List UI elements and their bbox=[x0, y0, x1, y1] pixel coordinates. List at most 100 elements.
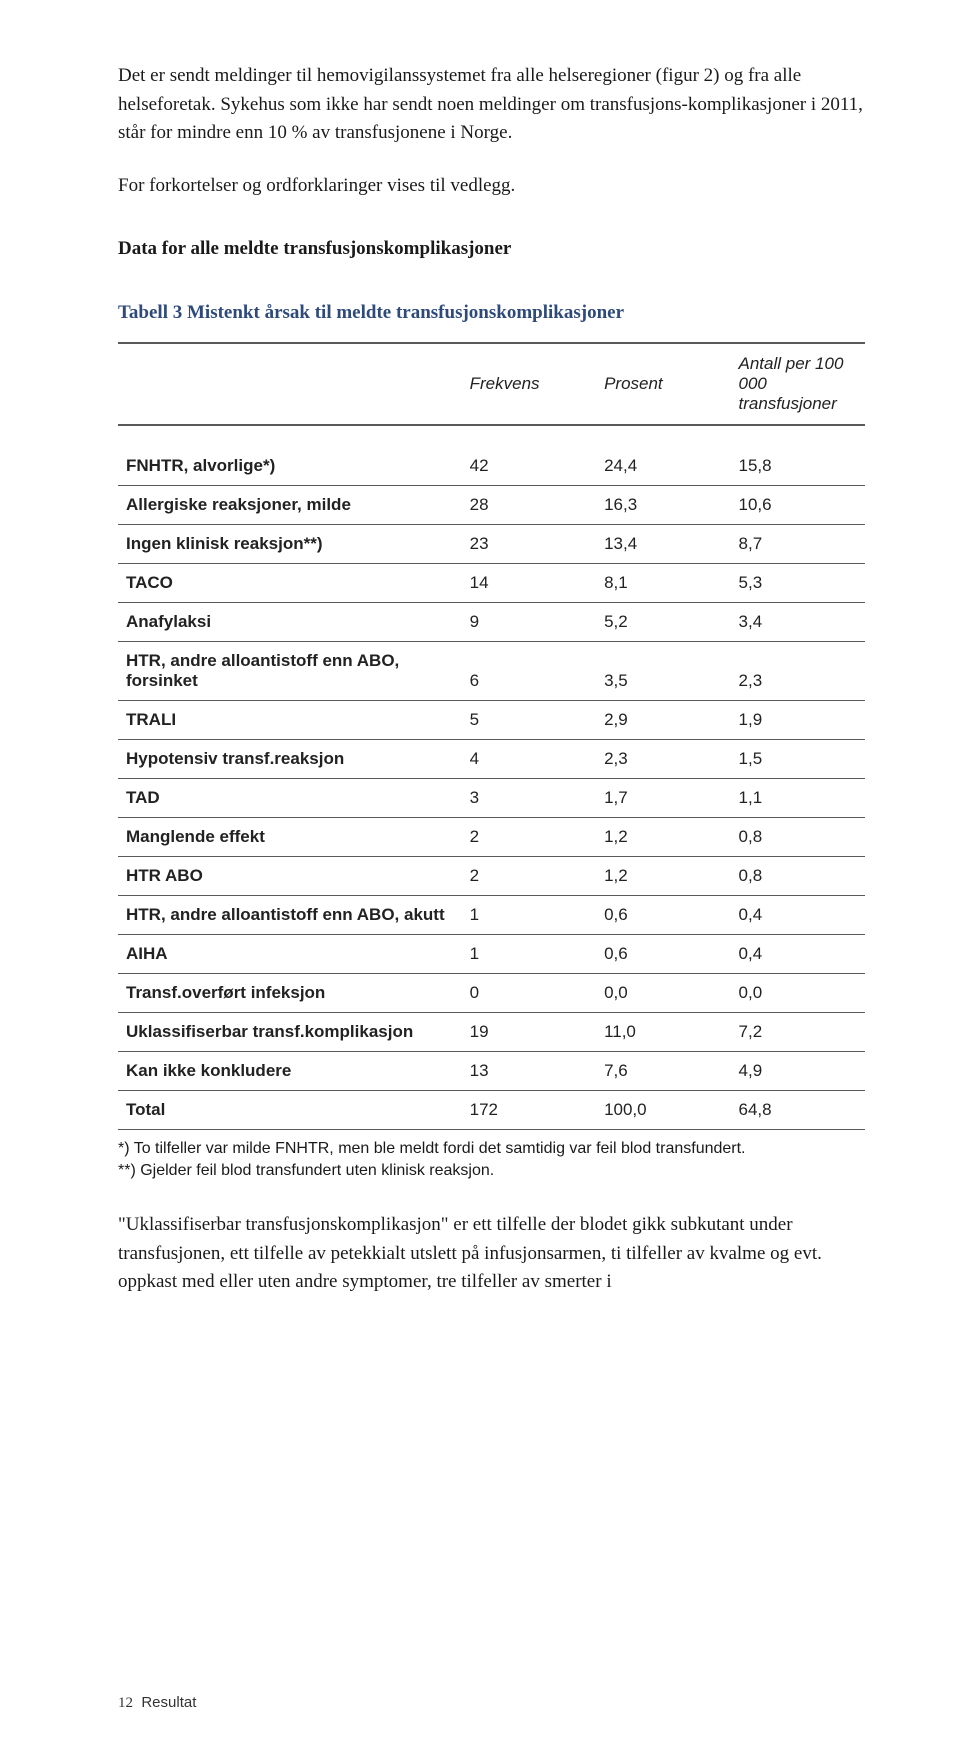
cell-per: 1,1 bbox=[731, 779, 865, 818]
row-label: TAD bbox=[118, 779, 462, 818]
col-header-prosent: Prosent bbox=[596, 343, 730, 425]
table-header-row: Frekvens Prosent Antall per 100 000 tran… bbox=[118, 343, 865, 425]
table-row: HTR, andre alloantistoff enn ABO, akutt1… bbox=[118, 896, 865, 935]
row-label: TACO bbox=[118, 564, 462, 603]
table-footnotes: *) To tilfeller var milde FNHTR, men ble… bbox=[118, 1138, 865, 1181]
cell-freq: 19 bbox=[462, 1013, 596, 1052]
row-label: FNHTR, alvorlige*) bbox=[118, 425, 462, 486]
intro-paragraph-2: For forkortelser og ordforklaringer vise… bbox=[118, 172, 865, 201]
row-label: Anafylaksi bbox=[118, 603, 462, 642]
cell-freq: 1 bbox=[462, 896, 596, 935]
cell-freq: 6 bbox=[462, 642, 596, 701]
cell-per: 0,0 bbox=[731, 974, 865, 1013]
row-label: AIHA bbox=[118, 935, 462, 974]
footnote-1: *) To tilfeller var milde FNHTR, men ble… bbox=[118, 1138, 865, 1160]
cell-pct: 1,7 bbox=[596, 779, 730, 818]
table-row: Kan ikke konkludere137,64,9 bbox=[118, 1052, 865, 1091]
page-number: 12 bbox=[118, 1695, 133, 1711]
row-label: HTR, andre alloantistoff enn ABO, akutt bbox=[118, 896, 462, 935]
cell-freq: 42 bbox=[462, 425, 596, 486]
cell-freq: 0 bbox=[462, 974, 596, 1013]
row-label: Transf.overført infeksjon bbox=[118, 974, 462, 1013]
cell-pct: 16,3 bbox=[596, 486, 730, 525]
cell-per: 0,8 bbox=[731, 857, 865, 896]
row-label: Hypotensiv transf.reaksjon bbox=[118, 740, 462, 779]
cell-per: 0,4 bbox=[731, 935, 865, 974]
table-row: Allergiske reaksjoner, milde2816,310,6 bbox=[118, 486, 865, 525]
cell-pct: 7,6 bbox=[596, 1052, 730, 1091]
cell-freq: 3 bbox=[462, 779, 596, 818]
row-label: TRALI bbox=[118, 701, 462, 740]
cell-per: 15,8 bbox=[731, 425, 865, 486]
cell-freq: 13 bbox=[462, 1052, 596, 1091]
table-row: TAD31,71,1 bbox=[118, 779, 865, 818]
cell-pct: 2,9 bbox=[596, 701, 730, 740]
row-label: HTR ABO bbox=[118, 857, 462, 896]
cell-pct: 11,0 bbox=[596, 1013, 730, 1052]
cell-per: 1,9 bbox=[731, 701, 865, 740]
cell-pct: 3,5 bbox=[596, 642, 730, 701]
table-row-total: Total172100,064,8 bbox=[118, 1091, 865, 1130]
cell-pct: 0,6 bbox=[596, 935, 730, 974]
cell-pct: 1,2 bbox=[596, 818, 730, 857]
cell-freq: 2 bbox=[462, 857, 596, 896]
table-row: Transf.overført infeksjon00,00,0 bbox=[118, 974, 865, 1013]
row-label: Total bbox=[118, 1091, 462, 1130]
cell-per: 1,5 bbox=[731, 740, 865, 779]
col-header-blank bbox=[118, 343, 462, 425]
cell-pct: 2,3 bbox=[596, 740, 730, 779]
table-row: TACO148,15,3 bbox=[118, 564, 865, 603]
table-body: FNHTR, alvorlige*)4224,415,8 Allergiske … bbox=[118, 425, 865, 1130]
closing-paragraph: "Uklassifiserbar transfusjonskomplikasjo… bbox=[118, 1211, 865, 1297]
cell-per: 3,4 bbox=[731, 603, 865, 642]
row-label: Uklassifiserbar transf.komplikasjon bbox=[118, 1013, 462, 1052]
table-row: AIHA10,60,4 bbox=[118, 935, 865, 974]
col-header-frekvens: Frekvens bbox=[462, 343, 596, 425]
cell-per: 4,9 bbox=[731, 1052, 865, 1091]
table-caption: Tabell 3 Mistenkt årsak til meldte trans… bbox=[118, 302, 865, 324]
col-header-per100k: Antall per 100 000 transfusjoner bbox=[731, 343, 865, 425]
cell-freq: 4 bbox=[462, 740, 596, 779]
table-row: HTR, andre alloantistoff enn ABO, forsin… bbox=[118, 642, 865, 701]
cell-freq: 1 bbox=[462, 935, 596, 974]
cell-pct: 1,2 bbox=[596, 857, 730, 896]
complications-table: Frekvens Prosent Antall per 100 000 tran… bbox=[118, 342, 865, 1130]
cell-per: 2,3 bbox=[731, 642, 865, 701]
section-heading: Data for alle meldte transfusjonskomplik… bbox=[118, 238, 865, 260]
page-footer: 12 Resultat bbox=[118, 1694, 196, 1712]
cell-freq: 2 bbox=[462, 818, 596, 857]
cell-pct: 5,2 bbox=[596, 603, 730, 642]
row-label: Ingen klinisk reaksjon**) bbox=[118, 525, 462, 564]
cell-pct: 8,1 bbox=[596, 564, 730, 603]
cell-freq: 5 bbox=[462, 701, 596, 740]
cell-per: 7,2 bbox=[731, 1013, 865, 1052]
table-row: Ingen klinisk reaksjon**)2313,48,7 bbox=[118, 525, 865, 564]
row-label: Kan ikke konkludere bbox=[118, 1052, 462, 1091]
cell-pct: 0,0 bbox=[596, 974, 730, 1013]
cell-per: 0,8 bbox=[731, 818, 865, 857]
table-row: TRALI52,91,9 bbox=[118, 701, 865, 740]
cell-per: 0,4 bbox=[731, 896, 865, 935]
table-row: Hypotensiv transf.reaksjon42,31,5 bbox=[118, 740, 865, 779]
footer-section-label: Resultat bbox=[141, 1694, 196, 1711]
cell-pct: 24,4 bbox=[596, 425, 730, 486]
row-label: Manglende effekt bbox=[118, 818, 462, 857]
table-row: FNHTR, alvorlige*)4224,415,8 bbox=[118, 425, 865, 486]
cell-per: 8,7 bbox=[731, 525, 865, 564]
cell-freq: 172 bbox=[462, 1091, 596, 1130]
cell-freq: 23 bbox=[462, 525, 596, 564]
row-label: HTR, andre alloantistoff enn ABO, forsin… bbox=[118, 642, 462, 701]
cell-pct: 100,0 bbox=[596, 1091, 730, 1130]
table-row: Manglende effekt21,20,8 bbox=[118, 818, 865, 857]
cell-per: 10,6 bbox=[731, 486, 865, 525]
cell-freq: 28 bbox=[462, 486, 596, 525]
table-row: Anafylaksi95,23,4 bbox=[118, 603, 865, 642]
row-label: Allergiske reaksjoner, milde bbox=[118, 486, 462, 525]
footnote-2: **) Gjelder feil blod transfundert uten … bbox=[118, 1160, 865, 1182]
table-row: HTR ABO21,20,8 bbox=[118, 857, 865, 896]
cell-freq: 14 bbox=[462, 564, 596, 603]
intro-paragraph-1: Det er sendt meldinger til hemovigilanss… bbox=[118, 62, 865, 148]
cell-per: 5,3 bbox=[731, 564, 865, 603]
cell-freq: 9 bbox=[462, 603, 596, 642]
cell-per: 64,8 bbox=[731, 1091, 865, 1130]
